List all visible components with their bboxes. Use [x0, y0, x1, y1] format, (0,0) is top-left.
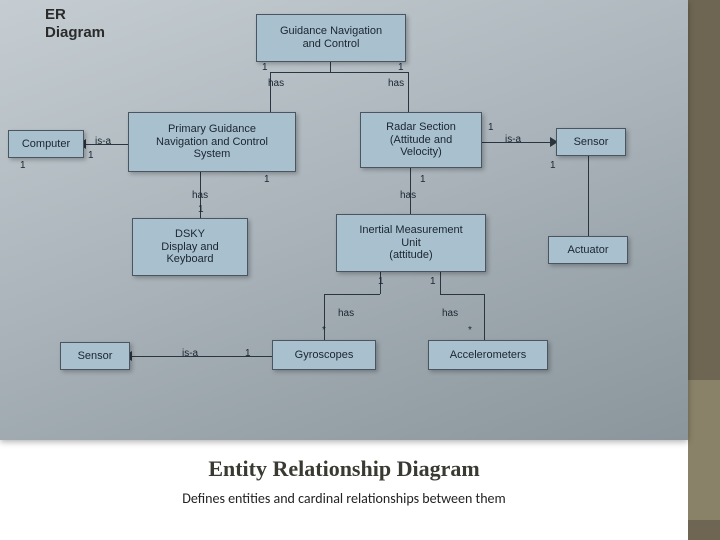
cardinality-label: 1: [198, 204, 204, 215]
node-gyroscopes: Gyroscopes: [272, 340, 376, 370]
cardinality-label: 1: [430, 276, 436, 287]
edge-label: is-a: [182, 348, 198, 359]
diagram-title: ER Diagram: [45, 6, 105, 42]
edge-label: has: [388, 78, 404, 89]
node-actuator: Actuator: [548, 236, 628, 264]
title-line1: ER: [45, 6, 66, 23]
edge: [440, 294, 484, 295]
edge: [324, 294, 380, 295]
edge-label: has: [268, 78, 284, 89]
cardinality-label: 1: [398, 62, 404, 73]
node-gnc: Guidance Navigationand Control: [256, 14, 406, 62]
edge-label: has: [442, 308, 458, 319]
node-sensor-top: Sensor: [556, 128, 626, 156]
node-label: Guidance Navigationand Control: [280, 25, 382, 50]
edge: [588, 156, 589, 236]
cardinality-label: 1: [245, 348, 251, 359]
cardinality-label: 1: [20, 160, 26, 171]
cardinality-label: 1: [262, 62, 268, 73]
node-label: Primary GuidanceNavigation and ControlSy…: [156, 123, 268, 161]
node-radar: Radar Section(Attitude andVelocity): [360, 112, 482, 168]
cardinality-label: 1: [264, 174, 270, 185]
title-line2: Diagram: [45, 24, 105, 41]
edge: [484, 294, 485, 340]
node-label: Accelerometers: [450, 349, 526, 362]
edge: [330, 62, 331, 72]
node-label: Computer: [22, 138, 70, 151]
edge-label: has: [400, 190, 416, 201]
caption-title: Entity Relationship Diagram: [0, 456, 688, 482]
node-label: Sensor: [78, 350, 113, 363]
node-imu: Inertial MeasurementUnit(attitude): [336, 214, 486, 272]
node-label: DSKYDisplay andKeyboard: [161, 228, 218, 266]
cardinality-label: 1: [550, 160, 556, 171]
edge: [270, 72, 408, 73]
cardinality-label: 1: [420, 174, 426, 185]
edge: [408, 72, 409, 112]
node-label: Gyroscopes: [295, 349, 354, 362]
node-label: Actuator: [568, 244, 609, 257]
caption-subtitle: Defines entities and cardinal relationsh…: [0, 490, 688, 507]
edge-label: is-a: [95, 136, 111, 147]
node-pgns: Primary GuidanceNavigation and ControlSy…: [128, 112, 296, 172]
cardinality-label: 1: [488, 122, 494, 133]
edge-label: is-a: [505, 134, 521, 145]
er-diagram: ER Diagram Guidance Navigationand Contro…: [0, 0, 688, 440]
node-label: Inertial MeasurementUnit(attitude): [359, 224, 462, 262]
edge-label: has: [192, 190, 208, 201]
cardinality-label: *: [468, 325, 472, 336]
node-label: Sensor: [574, 136, 609, 149]
edge-label: has: [338, 308, 354, 319]
node-label: Radar Section(Attitude andVelocity): [386, 121, 456, 159]
node-sensor-bottom: Sensor: [60, 342, 130, 370]
slide-sidebar-accent: [688, 380, 720, 520]
edge: [440, 272, 441, 294]
node-computer: Computer: [8, 130, 84, 158]
node-accelerometers: Accelerometers: [428, 340, 548, 370]
cardinality-label: *: [322, 325, 326, 336]
node-dsky: DSKYDisplay andKeyboard: [132, 218, 248, 276]
cardinality-label: 1: [88, 150, 94, 161]
cardinality-label: 1: [378, 276, 384, 287]
